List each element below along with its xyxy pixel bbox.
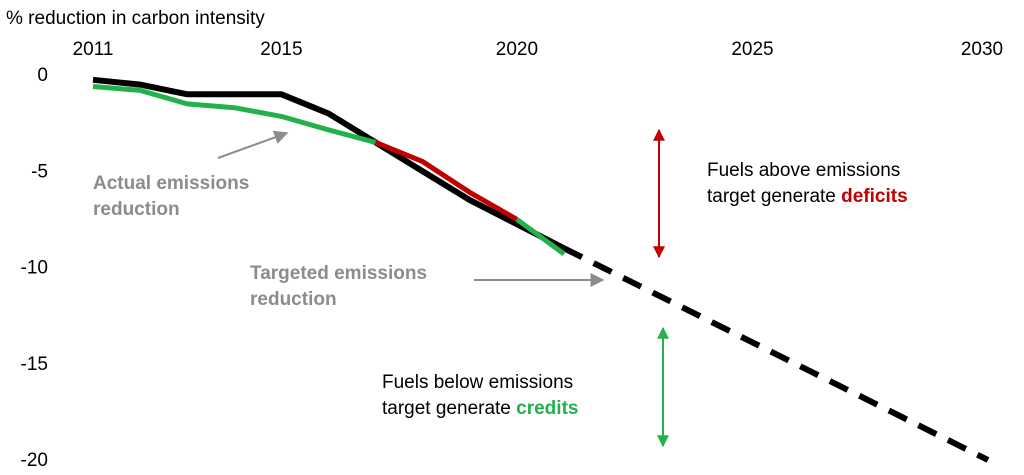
series-line xyxy=(515,217,566,257)
series-line xyxy=(562,245,990,463)
annotation-below-line1: Fuels below emissions xyxy=(382,372,573,393)
annotation-targeted-line1: Targeted emissions xyxy=(250,263,427,284)
annotation-above-line2: target generate deficits xyxy=(707,186,908,207)
y-tick-label: -20 xyxy=(21,450,48,471)
y-tick-label: -15 xyxy=(21,354,48,375)
annotation-actual-line2: reduction xyxy=(93,199,180,220)
x-tick-label: 2020 xyxy=(496,39,538,60)
annotation-above-prefix: target generate xyxy=(707,186,841,207)
annotation-actual-line1: Actual emissions xyxy=(93,173,249,194)
x-tick-label: 2030 xyxy=(961,39,1003,60)
annotation-below-prefix: target generate xyxy=(382,398,516,419)
y-tick-label: 0 xyxy=(37,65,48,86)
annotation-actual-arrow xyxy=(217,130,289,159)
annotation-below-emphasis: credits xyxy=(516,398,578,419)
x-tick-label: 2015 xyxy=(260,39,302,60)
y-tick-label: -5 xyxy=(31,161,48,182)
y-axis-ticks: 0 -5 -10 -15 -20 xyxy=(21,65,48,471)
annotation-below-line2: target generate credits xyxy=(382,398,578,419)
series-line xyxy=(92,84,377,145)
annotation-above-emphasis: deficits xyxy=(841,186,908,207)
x-tick-label: 2011 xyxy=(73,39,114,60)
series-line xyxy=(92,76,566,251)
annotation-targeted-line2: reduction xyxy=(250,289,337,310)
y-axis-title: % reduction in carbon intensity xyxy=(6,8,265,29)
y-tick-label: -10 xyxy=(21,258,48,279)
x-tick-label: 2025 xyxy=(731,39,773,60)
series-group xyxy=(92,76,990,463)
annotation-above-line1: Fuels above emissions xyxy=(707,160,900,181)
x-axis-ticks: 2011 2015 2020 2025 2030 xyxy=(73,39,1004,60)
series-line xyxy=(374,140,519,222)
